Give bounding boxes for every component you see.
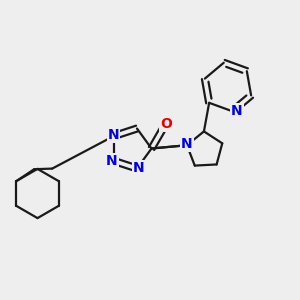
Text: N: N: [106, 154, 118, 168]
Text: N: N: [108, 128, 119, 142]
Text: N: N: [231, 104, 243, 118]
Text: O: O: [160, 117, 172, 131]
Text: N: N: [133, 161, 144, 176]
Text: N: N: [181, 137, 193, 151]
